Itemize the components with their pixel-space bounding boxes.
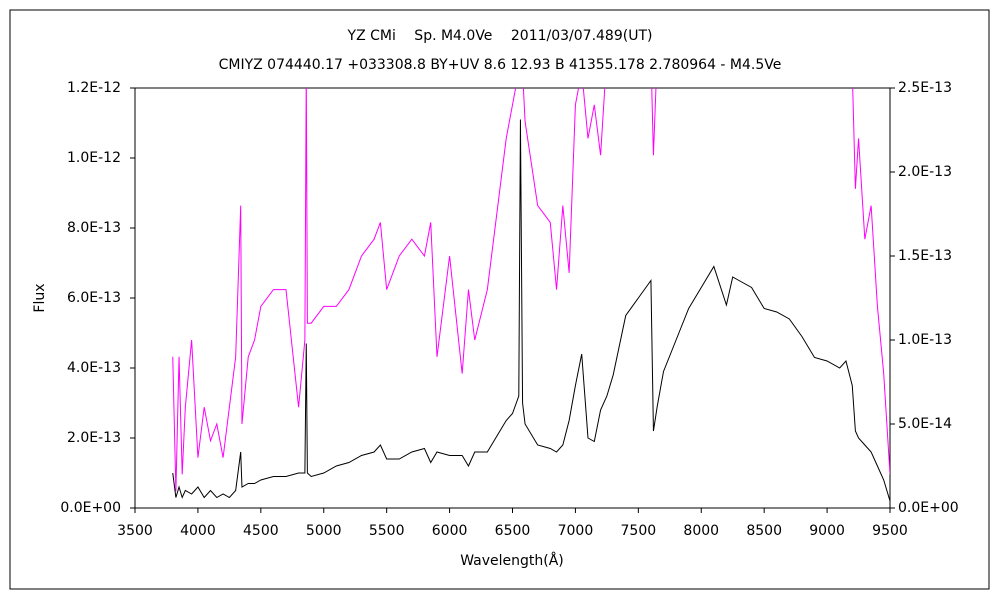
x-tick-label: 5000 bbox=[306, 523, 342, 539]
y-tick-label: 1.2E-12 bbox=[67, 80, 121, 96]
y-tick-label: 1.0E-12 bbox=[67, 150, 121, 166]
x-axis-label: Wavelength(Å) bbox=[460, 552, 564, 569]
x-tick-label: 6000 bbox=[432, 523, 468, 539]
chart-subtitle: CMIYZ 074440.17 +033308.8 BY+UV 8.6 12.9… bbox=[219, 57, 782, 73]
x-tick-label: 7000 bbox=[558, 523, 594, 539]
y-tick-label: 0.0E+00 bbox=[60, 500, 121, 516]
x-tick-label: 3500 bbox=[117, 523, 153, 539]
y2-tick-label: 0.0E+00 bbox=[898, 500, 959, 516]
x-tick-label: 5500 bbox=[369, 523, 405, 539]
spectrum-line bbox=[172, 119, 890, 502]
y2-tick-label: 5.0E-14 bbox=[898, 416, 952, 432]
x-tick-label: 9500 bbox=[872, 523, 908, 539]
x-tick-label: 4000 bbox=[180, 523, 216, 539]
spectrum-line bbox=[172, 88, 890, 492]
y-tick-label: 2.0E-13 bbox=[67, 430, 121, 446]
y2-tick-label: 1.5E-13 bbox=[898, 248, 952, 264]
y-tick-label: 4.0E-13 bbox=[67, 360, 121, 376]
frame bbox=[9, 9, 990, 590]
x-tick-label: 6500 bbox=[495, 523, 531, 539]
x-tick-label: 7500 bbox=[621, 523, 657, 539]
y2-tick-label: 1.0E-13 bbox=[898, 332, 952, 348]
y-axis-label: Flux bbox=[32, 283, 48, 312]
y2-tick-label: 2.5E-13 bbox=[898, 80, 952, 96]
chart-title: YZ CMi Sp. M4.0Ve 2011/03/07.489(UT) bbox=[347, 28, 653, 44]
y-tick-label: 6.0E-13 bbox=[67, 290, 121, 306]
x-tick-label: 4500 bbox=[243, 523, 279, 539]
plot-lines bbox=[172, 88, 890, 502]
x-tick-label: 8000 bbox=[683, 523, 719, 539]
x-tick-label: 8500 bbox=[746, 523, 782, 539]
y-tick-label: 8.0E-13 bbox=[67, 220, 121, 236]
x-tick-label: 9000 bbox=[809, 523, 845, 539]
y2-tick-label: 2.0E-13 bbox=[898, 164, 952, 180]
